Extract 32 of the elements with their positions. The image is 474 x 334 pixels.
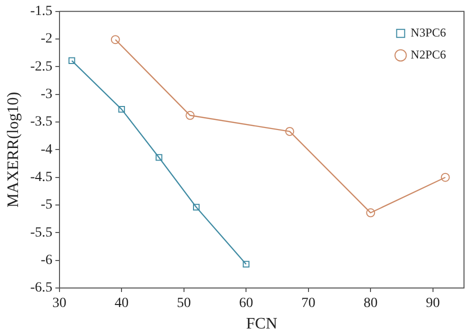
y-tick-label: -2.5 [30, 59, 52, 74]
x-tick-label: 40 [114, 296, 129, 312]
y-tick-label: -6 [40, 253, 52, 268]
y-tick-label: -4.5 [30, 170, 52, 186]
x-tick-label: 30 [52, 296, 66, 312]
point [366, 208, 376, 218]
x-tick-label: 70 [301, 296, 316, 312]
x-tick-label: 80 [364, 296, 378, 312]
point [186, 110, 195, 120]
point [192, 204, 200, 211]
y-tick-label: -5 [40, 198, 52, 213]
x-tick-label: 90 [426, 296, 440, 312]
point [440, 172, 450, 182]
point [110, 35, 120, 44]
point [285, 126, 294, 136]
y-tick-label: -1.5 [30, 4, 52, 20]
x-tick-label: 50 [176, 296, 191, 312]
y-tick-label: -3.5 [30, 114, 52, 130]
y-tick-label: -3 [40, 87, 52, 102]
y-tick-label: -6.5 [30, 280, 52, 296]
point [156, 154, 162, 161]
y-tick-label: -2 [40, 32, 52, 47]
x-tick-label: 60 [239, 296, 254, 312]
legend-label: N2PC6 [410, 48, 446, 62]
x-axis-title: FCN [246, 316, 278, 333]
point [68, 57, 76, 64]
y-tick-label: -4 [40, 142, 52, 158]
point [242, 260, 250, 268]
point [118, 106, 125, 113]
y-tick-label: -5.5 [30, 225, 52, 240]
legend-label: N3PC6 [410, 26, 446, 40]
y-axis-title: MAXERR(log10) [4, 92, 22, 208]
